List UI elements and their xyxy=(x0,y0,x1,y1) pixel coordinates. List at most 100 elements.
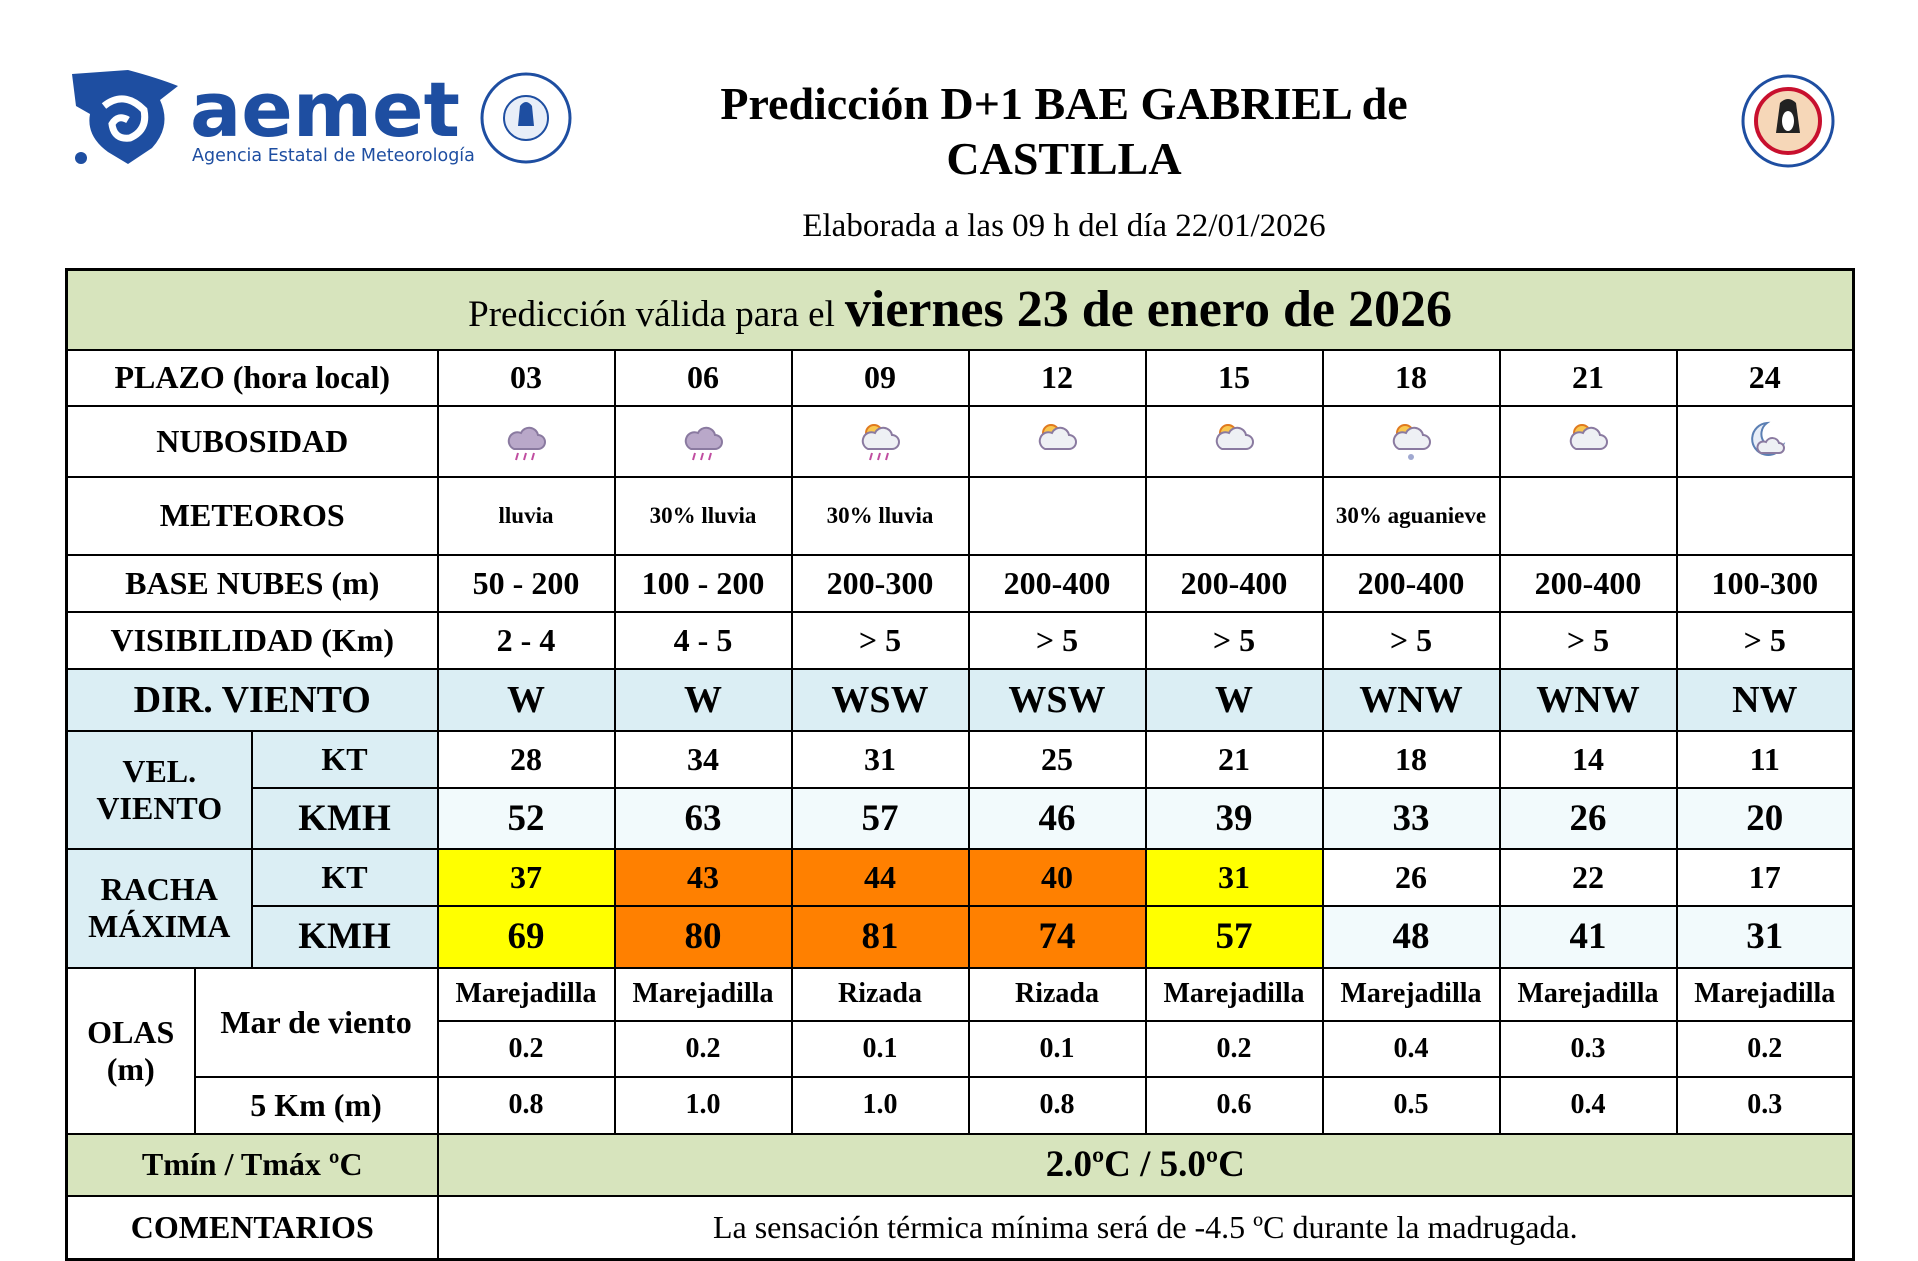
valid-cell: Predicción válida para el viernes 23 de e… xyxy=(65,268,1855,351)
value-cell: 100-300 xyxy=(1675,553,1855,613)
vel-kmh-row: KMH 52 63 57 46 39 33 26 20 xyxy=(67,786,1855,850)
value-cell: 06 xyxy=(613,348,793,407)
value-cell: 39 xyxy=(1144,786,1324,850)
drop xyxy=(515,452,519,460)
value-cell: WSW xyxy=(967,667,1147,732)
meteoros-row: METEOROS lluvia 30% lluvia 30% lluvia 30% ag… xyxy=(65,475,1855,556)
drop xyxy=(692,452,696,460)
group-label: VEL. VIENTO xyxy=(65,729,253,850)
aemet-logo: aemet Agencia Estatal de Meteorología xyxy=(72,66,572,166)
olas-5km-row: 5 Km (m) 0.8 1.0 1.0 0.8 0.6 0.5 0.4 0.3 xyxy=(67,1075,1855,1135)
value-cell: 100 - 200 xyxy=(613,553,793,613)
drop xyxy=(531,452,535,460)
weather-icon xyxy=(1038,423,1077,450)
value-cell: Marejadilla xyxy=(436,966,616,1022)
value-cell: 37 xyxy=(436,847,616,907)
value-cell: 0.2 xyxy=(436,1019,616,1078)
cloud xyxy=(1569,426,1608,450)
value-cell: 46 xyxy=(967,786,1147,850)
value-cell: 69 xyxy=(436,904,616,969)
value-cell: 50 - 200 xyxy=(436,553,616,613)
value-cell: 57 xyxy=(790,786,970,850)
drop xyxy=(708,452,712,460)
value-cell: WNW xyxy=(1498,667,1678,732)
value-cell: > 5 xyxy=(1675,610,1855,670)
value-cell: 31 xyxy=(1144,847,1324,907)
value-cell: 30% lluvia xyxy=(790,475,970,556)
row-label: METEOROS xyxy=(65,475,439,556)
olas-height-row: 0.2 0.2 0.1 0.1 0.2 0.4 0.3 0.2 xyxy=(67,1019,1855,1078)
value-cell: 4 - 5 xyxy=(613,610,793,670)
value-cell: Marejadilla xyxy=(613,966,793,1022)
value-cell: 09 xyxy=(790,348,970,407)
weather-icon xyxy=(507,426,546,460)
value-cell: Rizada xyxy=(967,966,1147,1022)
value-cell: 21 xyxy=(1144,729,1324,789)
row-label: Tmín / Tmáx ºC xyxy=(65,1132,439,1197)
value-cell: 21 xyxy=(1498,348,1678,407)
value-cell: 12 xyxy=(967,348,1147,407)
value-cell: lluvia xyxy=(436,475,616,556)
title-line: Predicción D+1 BAE GABRIEL de xyxy=(720,78,1408,129)
logo-dot xyxy=(75,152,87,164)
value-cell: 0.3 xyxy=(1498,1019,1678,1078)
value-cell: 41 xyxy=(1498,904,1678,969)
value-cell: W xyxy=(1144,667,1324,732)
value-cell: 22 xyxy=(1498,847,1678,907)
page: aemet Agencia Estatal de Meteorología Pr… xyxy=(65,66,1856,1261)
value-cell: 0.3 xyxy=(1675,1075,1855,1135)
temp-value: 2.0ºC / 5.0ºC xyxy=(436,1132,1855,1197)
row-label: BASE NUBES (m) xyxy=(65,553,439,613)
value-cell: 03 xyxy=(436,348,616,407)
sub-label: Mar de viento xyxy=(193,966,439,1078)
drop xyxy=(523,452,527,460)
value-cell: 1.0 xyxy=(613,1075,793,1135)
value-cell: W xyxy=(436,667,616,732)
value-cell: 26 xyxy=(1498,786,1678,850)
value-cell: 48 xyxy=(1321,904,1501,969)
value-cell: 200-300 xyxy=(790,553,970,613)
value-cell: 43 xyxy=(613,847,793,907)
drop xyxy=(885,452,889,460)
row-label: DIR. VIENTO xyxy=(65,667,439,732)
value-cell: NW xyxy=(1675,667,1855,732)
row-label: VISIBILIDAD (Km) xyxy=(65,610,439,670)
base-row: BASE NUBES (m) 50 - 200 100 - 200 200-300 20… xyxy=(65,553,1855,613)
value-cell: 80 xyxy=(613,904,793,969)
value-cell: 0.2 xyxy=(613,1019,793,1078)
sub-label: KMH xyxy=(250,786,439,850)
value-cell: 0.1 xyxy=(967,1019,1147,1078)
valid-prefix: Predicción válida para el xyxy=(468,294,835,336)
cloud xyxy=(507,426,546,450)
vel-kt-row: VEL. VIENTO KT 28 34 31 25 21 18 14 11 xyxy=(65,729,1855,850)
logo-swirl xyxy=(101,95,149,142)
flake xyxy=(1408,453,1414,460)
dir-row: DIR. VIENTO W W WSW WSW W WNW WNW NW xyxy=(65,667,1855,732)
value-cell: 25 xyxy=(967,729,1147,789)
sub-label: KT xyxy=(250,847,439,907)
racha-kmh-row: KMH 69 80 81 74 57 48 41 31 xyxy=(67,904,1855,969)
drop xyxy=(700,452,704,460)
value-cell: 200-400 xyxy=(1144,553,1324,613)
value-cell: 0.1 xyxy=(790,1019,970,1078)
value-cell: 20 xyxy=(1675,786,1855,850)
value-cell: 14 xyxy=(1498,729,1678,789)
value-cell: 31 xyxy=(1675,904,1855,969)
row-label: PLAZO (hora local) xyxy=(65,348,439,407)
value-cell: 18 xyxy=(1321,348,1501,407)
olas-state-row: OLAS (m) Mar de viento Marejadilla Marejadi… xyxy=(65,966,1855,1135)
value-cell: 1.0 xyxy=(790,1075,970,1135)
value-cell xyxy=(1498,475,1678,556)
icon-cell xyxy=(967,404,1147,478)
badge-belly xyxy=(1782,111,1794,131)
row-label: NUBOSIDAD xyxy=(65,404,439,478)
racha-kt-row: RACHA MÁXIMA KT 37 43 44 40 31 26 22 17 xyxy=(65,847,1855,969)
value-cell: 0.2 xyxy=(1675,1019,1855,1078)
weather-icon xyxy=(1751,421,1786,456)
value-cell: 0.8 xyxy=(967,1075,1147,1135)
value-cell: > 5 xyxy=(1144,610,1324,670)
group-label: RACHA MÁXIMA xyxy=(65,847,253,969)
title: Predicción D+1 BAE GABRIEL de CASTILLA xyxy=(614,76,1514,186)
value-cell: 200-400 xyxy=(967,553,1147,613)
valid-date: viernes 23 de enero de 2026 xyxy=(844,281,1452,339)
